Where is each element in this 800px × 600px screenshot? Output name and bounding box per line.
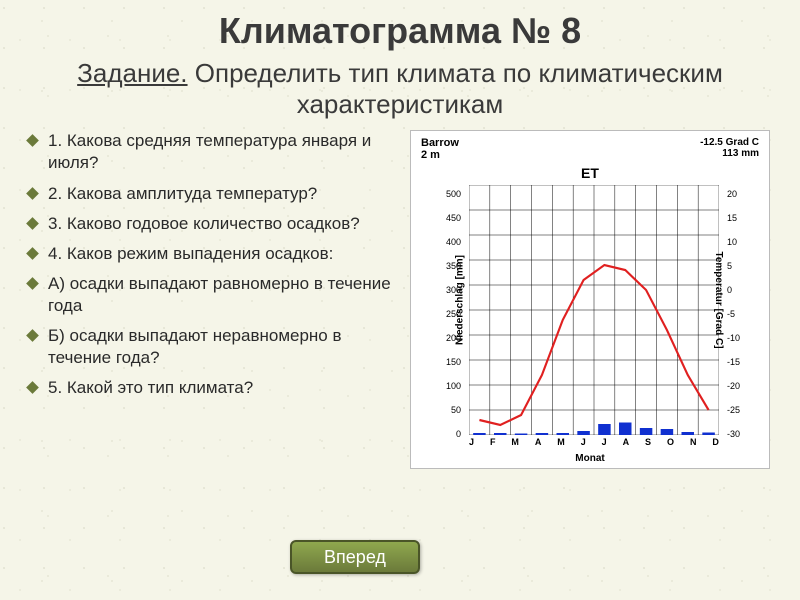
question-item: А) осадки выпадают равномерно в течение … xyxy=(20,273,400,317)
x-axis-label: Monat xyxy=(417,453,763,464)
chart-station: Barrow 2 m xyxy=(421,137,459,161)
question-list: 1. Какова средняя температура января и и… xyxy=(20,130,400,469)
subtitle: Задание. Определить тип климата по клима… xyxy=(0,52,800,130)
question-item: 3. Каково годовое количество осадков? xyxy=(20,213,400,235)
subtitle-rest: Определить тип климата по климатическим … xyxy=(188,58,723,119)
question-item: Б) осадки выпадают неравномерно в течени… xyxy=(20,325,400,369)
y-ticks-left: 500450400350300250200150100500 xyxy=(441,189,461,439)
chart-climate-code: ET xyxy=(417,165,763,181)
question-item: 1. Какова средняя температура января и и… xyxy=(20,130,400,174)
forward-button[interactable]: Вперед xyxy=(290,540,420,574)
subtitle-underlined: Задание. xyxy=(77,58,187,88)
question-item: 5. Какой это тип климата? xyxy=(20,377,400,399)
plot-area xyxy=(469,185,719,435)
x-ticks: JFMAMJJASOND xyxy=(469,437,719,447)
question-item: 2. Какова амплитуда температур? xyxy=(20,183,400,205)
chart-summary: -12.5 Grad C 113 mm xyxy=(700,137,759,161)
climate-chart: Barrow 2 m -12.5 Grad C 113 mm ET Nieder… xyxy=(410,130,770,469)
question-item: 4. Каков режим выпадения осадков: xyxy=(20,243,400,265)
page-title: Климатограмма № 8 xyxy=(0,0,800,52)
y-ticks-right: 20151050-5-10-15-20-25-30 xyxy=(727,189,745,439)
